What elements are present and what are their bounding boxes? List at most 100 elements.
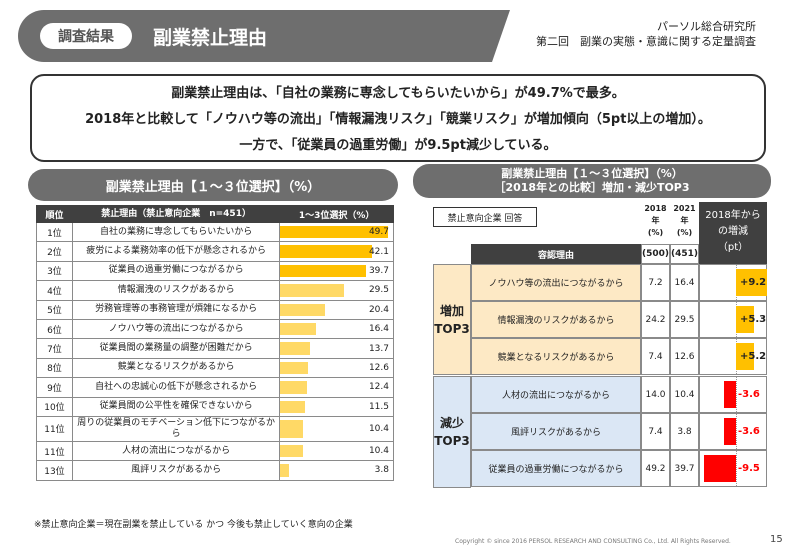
compare-diff-cell: +5.2 xyxy=(699,338,767,375)
diff-axis xyxy=(736,414,737,449)
compare-y2021-cell: 3.8 xyxy=(670,413,699,450)
compare-reason-cell: 人材の流出につながるから xyxy=(471,376,641,413)
compare-y2018-cell: 24.2 xyxy=(641,301,670,338)
rank-cell: 1位 xyxy=(36,221,73,243)
reason-cell: 従業員の過重労働につながるから xyxy=(71,260,281,282)
value-label: 10.4 xyxy=(368,423,389,434)
rank-cell: 5位 xyxy=(36,299,73,320)
value-cell: 29.5 xyxy=(279,280,394,301)
value-cell: 12.4 xyxy=(279,377,394,398)
page-number: 15 xyxy=(770,534,783,545)
compare-y2021-cell: 39.7 xyxy=(670,450,699,487)
value-cell: 3.8 xyxy=(279,460,394,481)
reason-header: 容認理由 xyxy=(471,244,641,264)
diff-bar xyxy=(736,306,755,333)
compare-y2018-cell: 14.0 xyxy=(641,376,670,413)
compare-y2018-cell: 49.2 xyxy=(641,450,670,487)
table-row: 13位 風評リスクがあるから 3.8 xyxy=(36,460,394,481)
compare-reason-cell: 情報漏洩のリスクがあるから xyxy=(471,301,641,338)
reason-cell: 人材の流出につながるから xyxy=(71,440,281,462)
col-2021-header: 2021 年 (%) xyxy=(673,204,696,237)
compare-diff-cell: -3.6 xyxy=(699,376,767,413)
diff-bar xyxy=(723,418,736,445)
right-title-line-2: ［2018年との比較］増加・減少TOP3 xyxy=(494,181,690,194)
header-banner: 調査結果 副業禁止理由 パーソル総合研究所 第二回 副業の実態・意識に関する定量… xyxy=(18,10,782,62)
org-name: パーソル総合研究所 xyxy=(657,20,756,33)
value-cell: 12.6 xyxy=(279,357,394,379)
col-value-header: 1～3位選択（%） xyxy=(279,205,394,223)
value-bar xyxy=(280,264,367,278)
value-bar xyxy=(280,444,303,458)
compare-y2018-cell: 7.2 xyxy=(641,264,670,301)
table-row: 2位 疲労による業務効率の低下が懸念されるから 42.1 xyxy=(36,241,394,262)
table-row: 5位 労務管理等の事務管理が煩雑になるから 20.4 xyxy=(36,299,394,320)
rank-cell: 6位 xyxy=(36,318,73,340)
diff-axis xyxy=(736,451,737,486)
diff-value: -3.6 xyxy=(738,389,760,400)
compare-y2021-cell: 12.6 xyxy=(670,338,699,375)
col-2018-header: 2018 年 (%) xyxy=(644,204,667,237)
reason-cell: 従業員間の業務量の調整が困難だから xyxy=(71,338,281,359)
summary-box: 副業禁止理由は、「自社の業務に専念してもらいたいから」が49.7%で最多。 20… xyxy=(30,74,766,162)
table-row: 8位 競業となるリスクがあるから 12.6 xyxy=(36,357,394,379)
right-section-title: 副業禁止理由【１～３位選択】（%） ［2018年との比較］増加・減少TOP3 xyxy=(413,164,771,198)
value-cell: 10.4 xyxy=(279,440,394,462)
summary-line-2: 2018年と比較して「ノウハウ等の流出」「情報漏洩リスク」「競業リスク」が増加傾… xyxy=(85,112,711,127)
value-cell: 42.1 xyxy=(279,241,394,262)
rank-cell: 7位 xyxy=(36,338,73,359)
table-row: 10位 従業員間の公平性を確保できないから 11.5 xyxy=(36,396,394,417)
respondent-label: 禁止意向企業 回答 xyxy=(433,207,537,227)
compare-diff-cell: -9.5 xyxy=(699,450,767,487)
rank-cell: 11位 xyxy=(36,440,73,462)
diff-bar xyxy=(703,455,736,482)
compare-y2018-cell: 7.4 xyxy=(641,338,670,375)
diff-value: -9.5 xyxy=(738,463,760,474)
left-section-title: 副業禁止理由【１～３位選択】（%） xyxy=(28,169,398,201)
table-row: 11位 人材の流出につながるから 10.4 xyxy=(36,440,394,462)
value-bar xyxy=(280,226,388,239)
page-title: 副業禁止理由 xyxy=(153,27,268,49)
value-label: 39.7 xyxy=(368,265,389,276)
n-2018: (500) xyxy=(641,244,670,264)
section-tag: 調査結果 xyxy=(40,23,132,49)
table-row: 11位 周りの従業員のモチベーション低下につながるから 10.4 xyxy=(36,415,394,442)
reason-cell: 疲労による業務効率の低下が懸念されるから xyxy=(71,241,281,262)
reason-cell: 周りの従業員のモチベーション低下につながるから xyxy=(71,415,281,442)
value-label: 29.5 xyxy=(368,285,389,296)
col-diff-header: 2018年から の増減 （pt） xyxy=(699,202,767,266)
compare-y2018-cell: 7.4 xyxy=(641,413,670,450)
compare-y2021-cell: 16.4 xyxy=(670,264,699,301)
value-label: 11.5 xyxy=(368,401,389,412)
reason-cell: 情報漏洩のリスクがあるから xyxy=(71,280,281,301)
value-label: 3.8 xyxy=(374,465,389,476)
compare-diff-cell: -3.6 xyxy=(699,413,767,450)
reason-cell: 従業員間の公平性を確保できないから xyxy=(71,396,281,417)
value-cell: 49.7 xyxy=(279,221,394,243)
n-2021: (451) xyxy=(670,244,699,264)
table-row: 1位 自社の業務に専念してもらいたいから 49.7 xyxy=(36,221,394,243)
right-title-line-1: 副業禁止理由【１～３位選択】（%） xyxy=(501,167,683,180)
rank-cell: 10位 xyxy=(36,396,73,417)
rank-cell: 4位 xyxy=(36,280,73,301)
diff-value: -3.6 xyxy=(738,426,760,437)
ranking-table: 順位 禁止理由（禁止意向企業 n=451） 1～3位選択（%） 1位 自社の業務に… xyxy=(36,205,394,481)
compare-diff-cell: +5.3 xyxy=(699,301,767,338)
table-row: 6位 ノウハウ等の流出につながるから 16.4 xyxy=(36,318,394,340)
summary-line-1: 副業禁止理由は、「自社の業務に専念してもらいたいから」が49.7%で最多。 xyxy=(171,86,625,101)
rank-cell: 3位 xyxy=(36,260,73,282)
compare-reason-cell: ノウハウ等の流出につながるから xyxy=(471,264,641,301)
reason-cell: 風評リスクがあるから xyxy=(71,460,281,481)
value-cell: 39.7 xyxy=(279,260,394,282)
copyright: Copyright © since 2016 PERSOL RESEARCH A… xyxy=(455,538,731,545)
value-bar xyxy=(280,464,289,477)
value-bar xyxy=(280,303,325,316)
compare-y2021-cell: 29.5 xyxy=(670,301,699,338)
compare-reason-cell: 従業員の過重労働につながるから xyxy=(471,450,641,487)
reason-cell: 自社への忠誠心の低下が懸念されるから xyxy=(71,377,281,398)
diff-bar xyxy=(723,381,736,408)
value-cell: 16.4 xyxy=(279,318,394,340)
diff-value: +5.3 xyxy=(740,314,767,325)
value-bar xyxy=(280,419,303,438)
value-label: 12.4 xyxy=(368,382,389,393)
reason-cell: 労務管理等の事務管理が煩雑になるから xyxy=(71,299,281,320)
